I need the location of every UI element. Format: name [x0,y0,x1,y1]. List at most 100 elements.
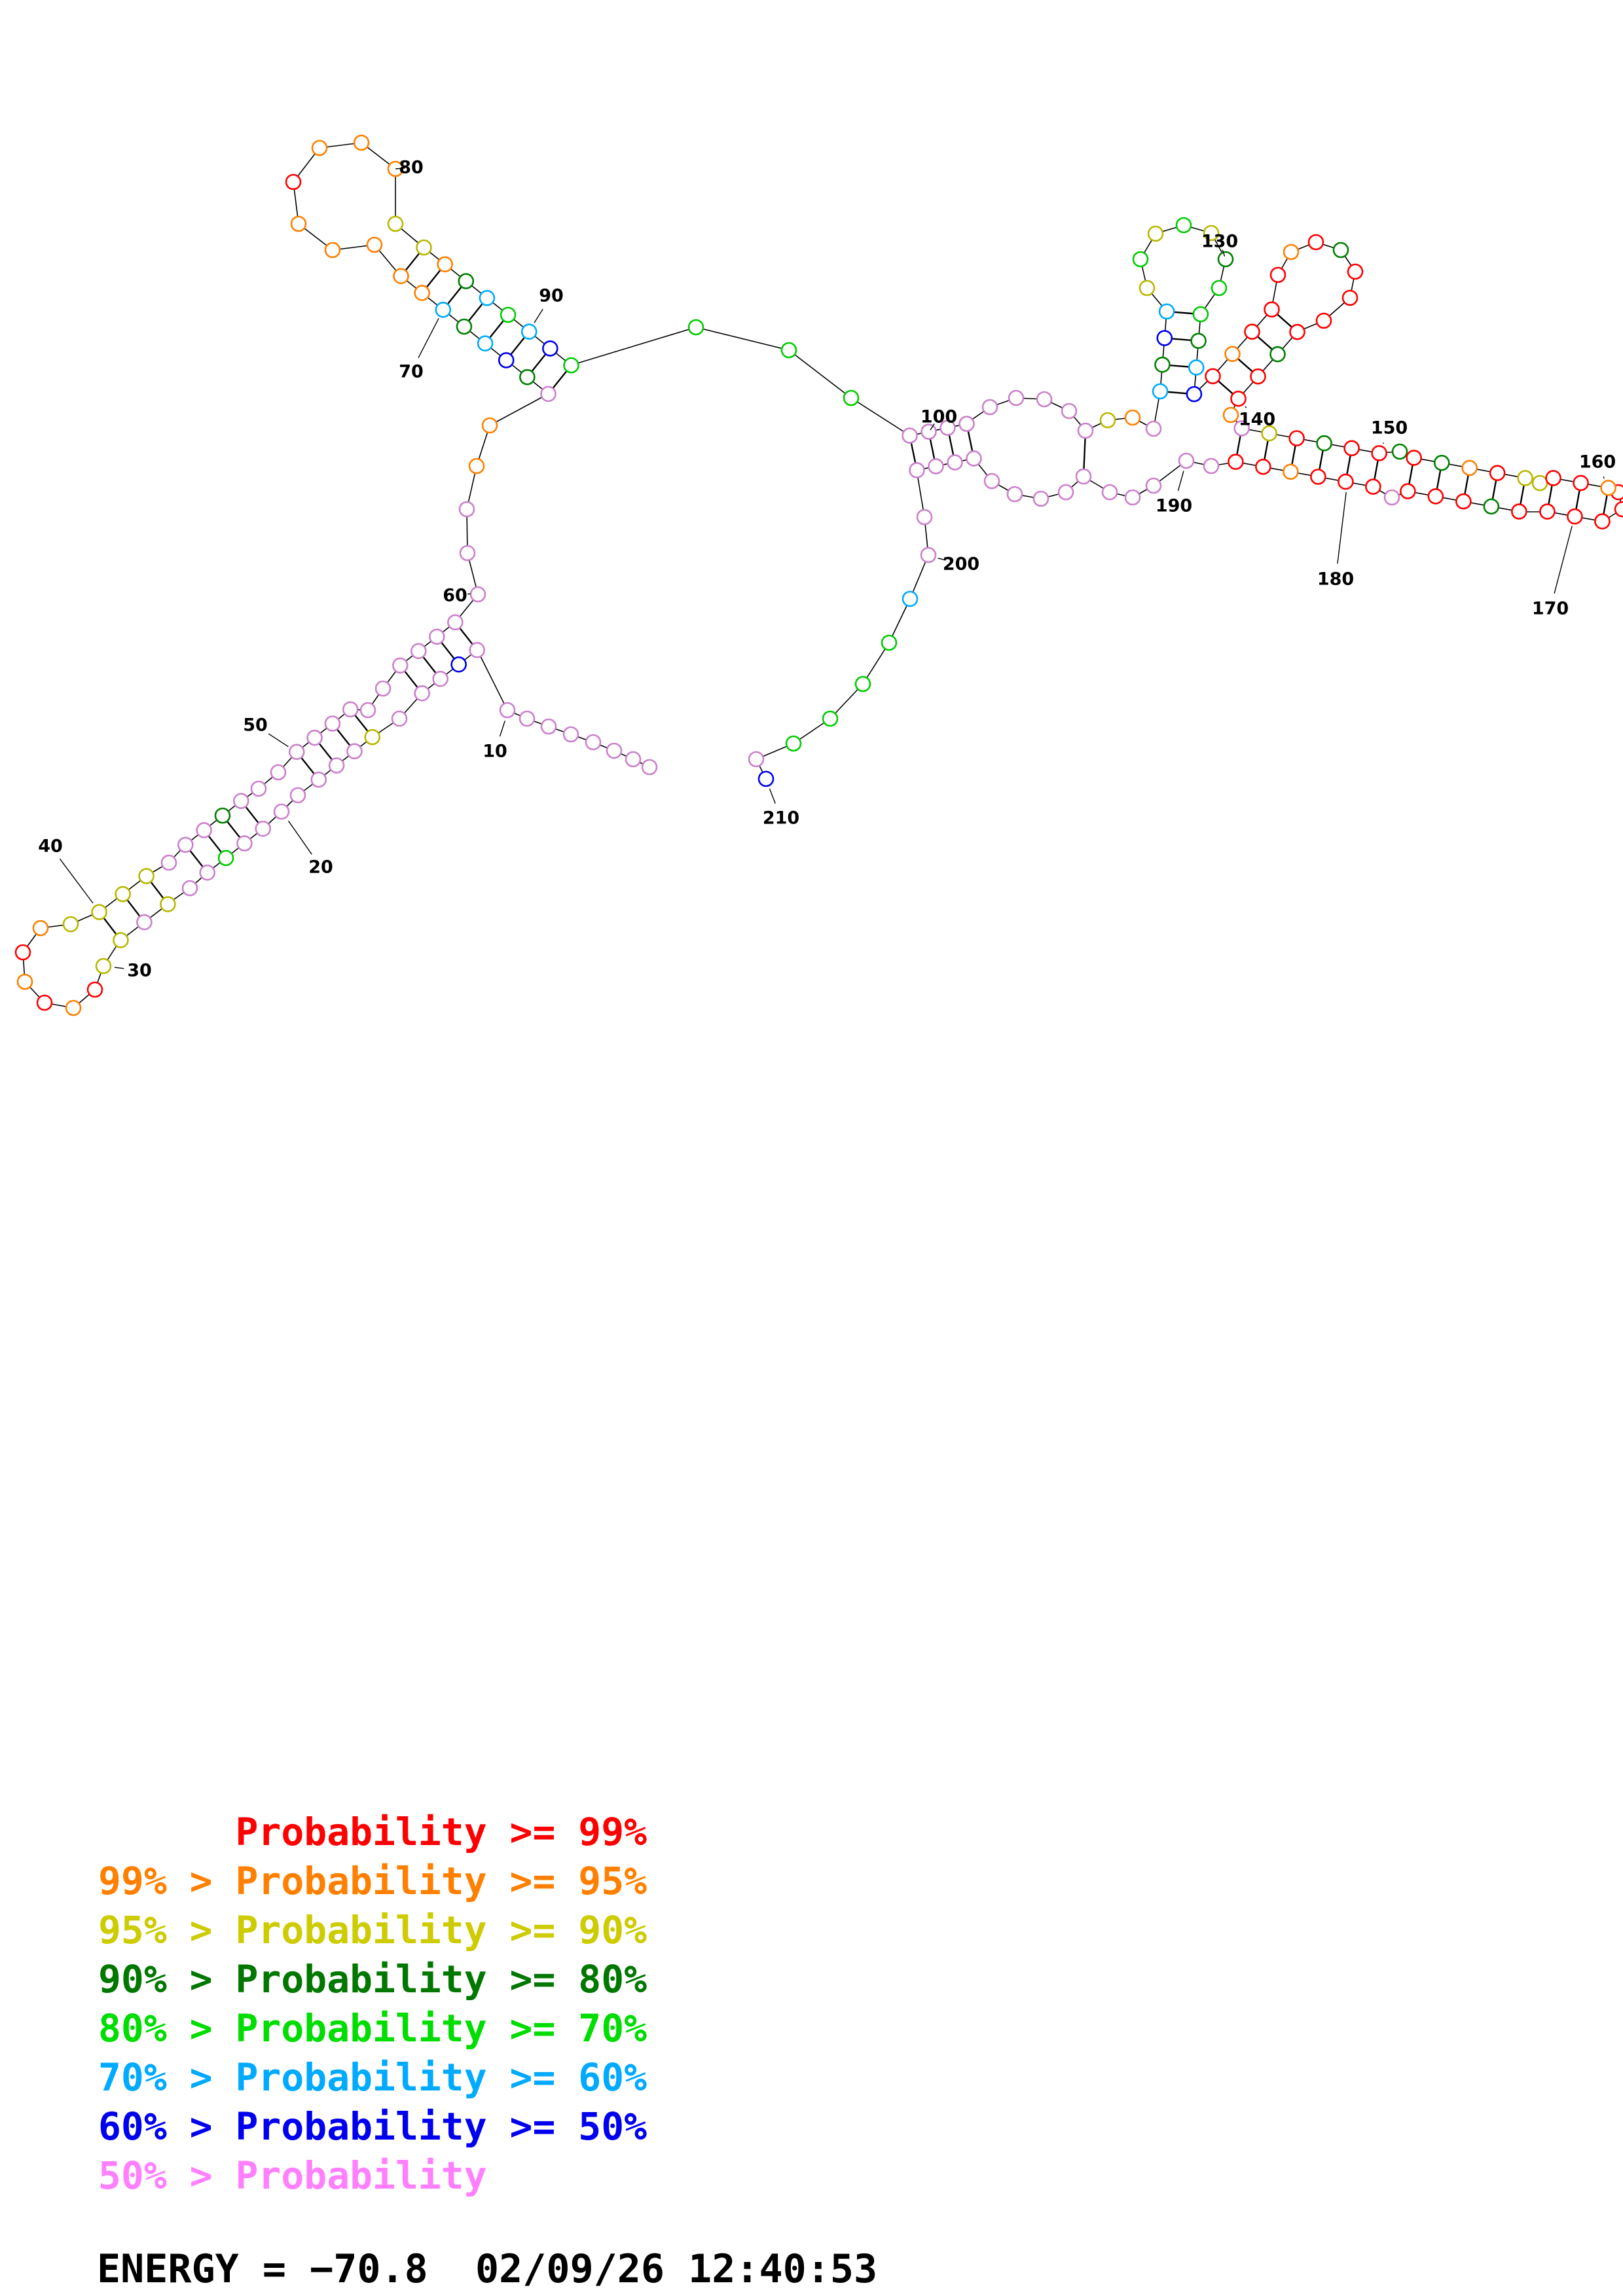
legend-line: 50% > Probability [98,2153,487,2198]
nucleotide [1383,489,1400,506]
nucleotide [65,999,82,1016]
position-label: 160 [1579,452,1616,473]
nucleotide [1099,412,1116,429]
nucleotide [113,932,129,948]
position-label: 90 [539,286,564,306]
nucleotide [469,641,485,658]
nucleotide [1205,368,1221,385]
nucleotide [498,352,515,368]
nucleotide [519,710,536,727]
nucleotide [1269,266,1286,283]
nucleotide [115,886,131,903]
nucleotide [177,836,194,853]
nucleotide [273,803,290,820]
nucleotide-dots [14,134,1623,1016]
position-label: 180 [1317,569,1354,590]
nucleotide [1539,503,1556,520]
nucleotide [353,134,370,151]
position-label: 140 [1239,410,1275,430]
nucleotide [1573,475,1589,492]
label-leader-line [395,168,406,170]
nucleotide [456,318,473,335]
nucleotide [1264,301,1280,318]
nucleotide [477,335,494,352]
label-leader-line [59,858,94,904]
nucleotide [902,590,919,607]
nucleotide [1230,390,1247,407]
nucleotide [1158,303,1175,320]
nucleotide [95,958,112,975]
nucleotide [1147,225,1164,242]
nucleotide [324,715,341,732]
nucleotide [1310,469,1326,485]
position-label: 60 [443,586,467,606]
nucleotide [236,835,253,852]
nucleotide [1406,450,1422,466]
nucleotide [920,547,937,564]
nucleotide [392,657,409,674]
nucleotide [437,256,453,273]
nucleotide [1427,488,1444,505]
label-leader-line [1245,406,1247,408]
position-label: 150 [1371,418,1408,439]
nucleotide [1156,330,1173,346]
position-label: 30 [127,961,152,981]
nucleotide [1594,513,1611,529]
position-label: 170 [1532,599,1569,619]
nucleotide [757,770,775,787]
nucleotide [36,994,53,1011]
nucleotide [641,759,658,776]
nucleotide [288,744,305,761]
energy-line: ENERGY = −70.8 02/09/26 12:40:53 [97,2246,878,2292]
nucleotide [1145,477,1162,494]
position-label: 40 [38,836,63,857]
nucleotide [1461,459,1478,476]
nucleotide [250,780,267,797]
nucleotide [1228,454,1244,470]
nucleotide [160,896,176,912]
nucleotide [86,981,103,998]
nucleotide [416,239,432,256]
nucleotide [14,944,31,961]
nucleotide [1455,493,1472,510]
nucleotide [500,306,517,323]
nucleotide [854,675,871,692]
nucleotide [1222,406,1239,423]
label-leader-line [938,558,946,561]
nucleotide [1190,332,1207,350]
nucleotide [393,268,409,285]
nucleotide [1567,508,1583,525]
label-leader-line [769,788,776,804]
backbone-lines [22,142,1623,1009]
nucleotide [1188,359,1205,376]
nucleotide [983,473,1000,490]
nucleotide [981,399,998,416]
nucleotide [136,914,153,931]
label-leader-line [930,423,935,431]
nucleotide [1283,463,1299,480]
nucleotide [1338,473,1354,490]
label-leader-line [1337,492,1347,564]
label-leader-line [268,733,289,747]
nucleotide [196,822,212,838]
label-leader-line [1554,526,1573,594]
nucleotide [1192,306,1209,323]
nucleotide [458,273,475,289]
legend-line: 95% > Probability >= 90% [98,1908,647,1952]
nucleotide [1400,483,1416,499]
nucleotide [1341,289,1359,306]
nucleotide [32,920,49,937]
nucleotide [1332,242,1349,259]
nucleotide [1517,470,1533,486]
nucleotide [1101,484,1118,501]
nucleotide [1224,346,1241,363]
nucleotide [255,820,272,837]
nucleotide [459,545,476,562]
nucleotide [270,764,287,781]
nucleotide [1244,323,1260,340]
nucleotide [562,726,579,743]
nucleotide [1250,368,1266,385]
nucleotide [1614,501,1623,518]
probability-legend: Probability >= 99% 99% > Probability >= 9… [98,1808,647,2200]
